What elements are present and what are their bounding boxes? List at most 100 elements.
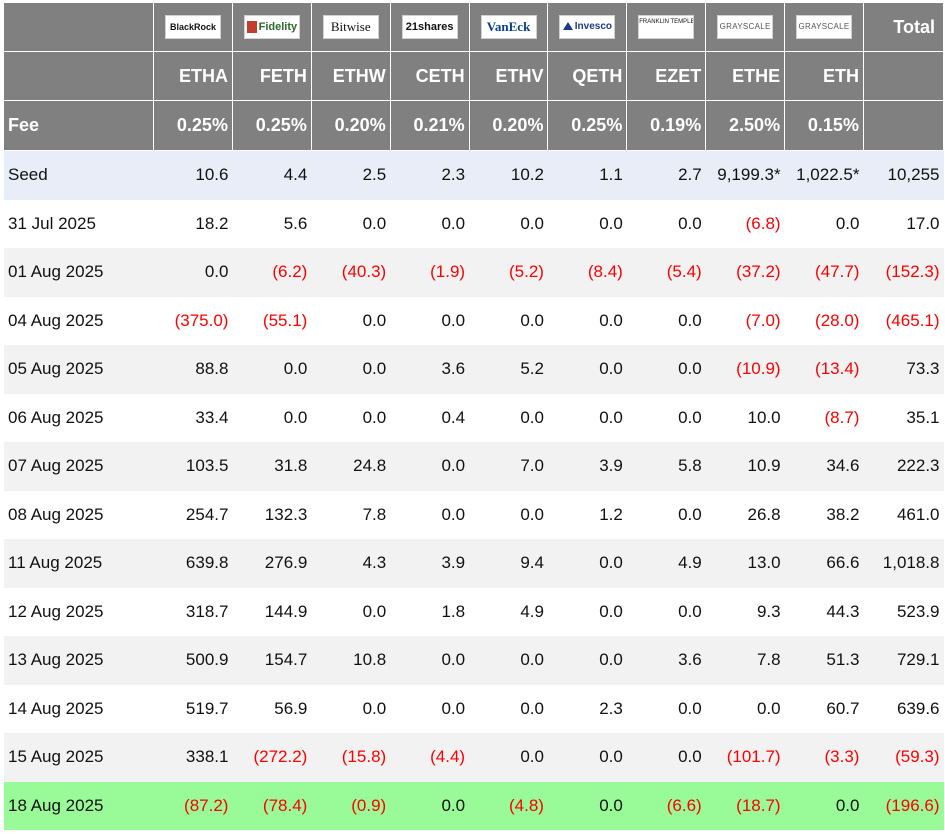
flow-cell: 26.8 (705, 490, 785, 539)
flow-cell: 0.0 (311, 296, 391, 345)
flow-cell: 56.9 (232, 684, 312, 733)
flow-cell: 1.1 (547, 150, 627, 200)
flow-cell: 7.8 (311, 490, 391, 539)
fee-cell: 0.25% (232, 100, 312, 151)
total-cell: 639.6 (863, 684, 944, 733)
flow-cell: 318.7 (153, 587, 233, 636)
ticker-cell: ETHA (153, 51, 233, 101)
flow-cell: 338.1 (153, 733, 233, 782)
flow-cell: 0.0 (232, 345, 312, 394)
flow-cell: 2.5 (311, 150, 391, 200)
total-cell: 35.1 (863, 393, 944, 442)
flow-cell: (6.6) (626, 781, 706, 830)
flow-cell: (37.2) (705, 248, 785, 297)
corner-cell (4, 3, 155, 52)
flow-cell: 9,199.3* (705, 150, 785, 200)
flow-cell: 44.3 (784, 587, 864, 636)
blackrock-logo-icon: BlackRock (165, 15, 222, 39)
flow-cell: 51.3 (784, 636, 864, 685)
flow-cell: 0.0 (469, 684, 548, 733)
flow-cell: 0.0 (390, 781, 470, 830)
issuer-cell-grayscale-eth: GRAYSCALE (784, 3, 864, 52)
flow-cell: 0.0 (390, 442, 470, 491)
flow-cell: 0.0 (469, 636, 548, 685)
grayscale-logo-icon: GRAYSCALE (796, 15, 853, 39)
flow-cell: 9.4 (469, 539, 548, 588)
flow-cell: (3.3) (784, 733, 864, 782)
fee-cell: 2.50% (705, 100, 786, 151)
flows-body: Seed 10.6 4.4 2.5 2.3 10.2 1.1 2.7 9,199.3* 1,022… (4, 150, 944, 830)
table-row: 14 Aug 2025 519.7 56.9 0.0 0.0 0.0 2.3 0.0 0.0 60… (4, 684, 944, 733)
table-row: 08 Aug 2025 254.7 132.3 7.8 0.0 0.0 1.2 0.0 26.8… (4, 490, 944, 539)
flow-cell: 7.8 (705, 636, 785, 685)
flow-cell: (1.9) (390, 248, 470, 297)
flow-cell: 0.0 (626, 199, 706, 248)
flow-cell: 2.7 (626, 150, 706, 200)
flow-cell: 0.0 (626, 393, 706, 442)
21shares-logo-icon: 21shares (401, 15, 458, 39)
flow-cell: 18.2 (153, 199, 233, 248)
issuer-cell-vaneck: VanEck (469, 3, 549, 52)
flow-cell: 2.3 (390, 150, 470, 200)
flow-cell: 3.6 (626, 636, 706, 685)
flow-cell: 0.0 (390, 490, 470, 539)
flow-cell: 0.0 (311, 684, 391, 733)
flow-cell: 60.7 (784, 684, 864, 733)
flow-cell: (272.2) (232, 733, 312, 782)
flow-cell: (7.0) (705, 296, 785, 345)
total-cell: 1,018.8 (863, 539, 944, 588)
ticker-cell: ETH (784, 51, 864, 101)
row-label: 04 Aug 2025 (4, 296, 154, 345)
franklin-templeton-logo-icon: FRANKLIN TEMPLETON (638, 15, 695, 39)
total-cell: 523.9 (863, 587, 944, 636)
total-cell: 729.1 (863, 636, 944, 685)
flow-cell: (28.0) (784, 296, 864, 345)
issuer-cell-bitwise: Bitwise (311, 3, 391, 52)
flow-cell: (40.3) (311, 248, 391, 297)
fidelity-logo-icon: Fidelity (243, 15, 300, 39)
row-label: 18 Aug 2025 (4, 781, 154, 830)
flow-cell: 0.0 (311, 587, 391, 636)
bitwise-logo-icon: Bitwise (322, 15, 379, 39)
issuer-cell-invesco: Invesco (547, 3, 628, 52)
flow-cell: 132.3 (232, 490, 312, 539)
fee-cell: 0.15% (784, 100, 864, 151)
flow-cell: 31.8 (232, 442, 312, 491)
row-label: 05 Aug 2025 (4, 345, 154, 394)
flow-cell: 0.0 (469, 199, 548, 248)
seed-row: Seed 10.6 4.4 2.5 2.3 10.2 1.1 2.7 9,199.3* 1,022… (4, 150, 944, 200)
flow-cell: 2.3 (547, 684, 627, 733)
flow-cell: 0.0 (626, 490, 706, 539)
flow-cell: 5.6 (232, 199, 312, 248)
flow-cell: 0.0 (153, 248, 233, 297)
fee-cell: 0.21% (390, 100, 470, 151)
issuer-cell-21shares: 21shares (390, 3, 470, 52)
table-row: 12 Aug 2025 318.7 144.9 0.0 1.8 4.9 0.0 0.0 9.3 4… (4, 587, 944, 636)
flow-cell: (5.2) (469, 248, 548, 297)
flow-cell: 13.0 (705, 539, 785, 588)
flow-cell: 0.0 (469, 733, 548, 782)
flow-cell: 0.0 (311, 199, 391, 248)
fee-cell: 0.20% (469, 100, 549, 151)
total-header: Total (863, 3, 945, 52)
flow-cell: (8.4) (547, 248, 627, 297)
flow-cell: 519.7 (153, 684, 233, 733)
flow-cell: 0.0 (547, 296, 627, 345)
fee-cell: 0.20% (311, 100, 391, 151)
etf-flows-table: BlackRock Fidelity Bitwise 21shares VanE… (4, 3, 945, 830)
table-row: 31 Jul 2025 18.2 5.6 0.0 0.0 0.0 0.0 0.0 (6.8) 0.… (4, 199, 944, 248)
ticker-row: ETHA FETH ETHW CETH ETHV QETH EZET ETHE … (4, 51, 945, 101)
issuer-cell-grayscale-ethe: GRAYSCALE (705, 3, 786, 52)
flow-cell: 4.9 (469, 587, 548, 636)
flow-cell: 0.0 (547, 636, 627, 685)
flow-cell: 0.0 (390, 636, 470, 685)
fidelity-logo-text: Fidelity (258, 21, 298, 33)
flow-cell: 3.9 (390, 539, 470, 588)
row-label: 12 Aug 2025 (4, 587, 154, 636)
flow-cell: 5.8 (626, 442, 706, 491)
row-label: Seed (4, 150, 154, 200)
row-label: 13 Aug 2025 (4, 636, 154, 685)
flow-cell: 0.4 (390, 393, 470, 442)
table-row: 06 Aug 2025 33.4 0.0 0.0 0.4 0.0 0.0 0.0 10.0 (8.… (4, 393, 944, 442)
row-label: 11 Aug 2025 (4, 539, 154, 588)
